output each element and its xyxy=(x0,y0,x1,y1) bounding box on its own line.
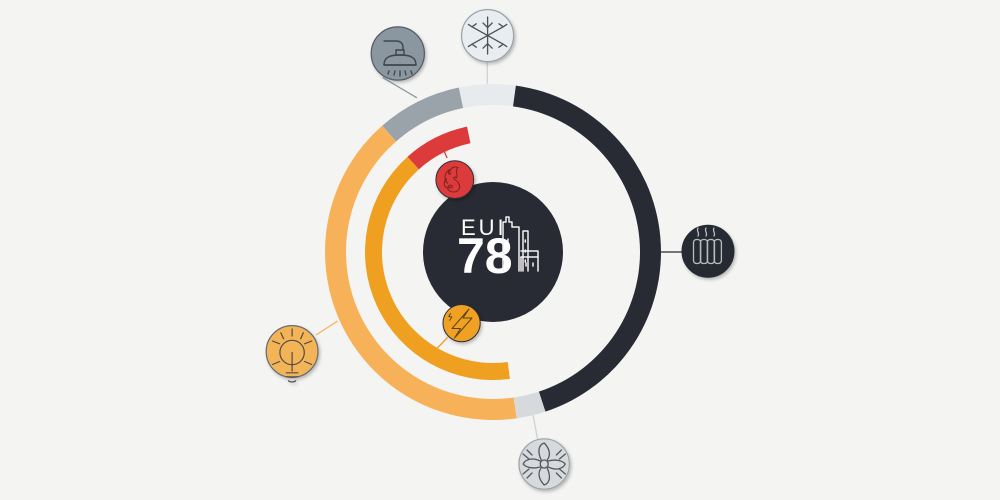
svg-text:78: 78 xyxy=(457,228,513,284)
